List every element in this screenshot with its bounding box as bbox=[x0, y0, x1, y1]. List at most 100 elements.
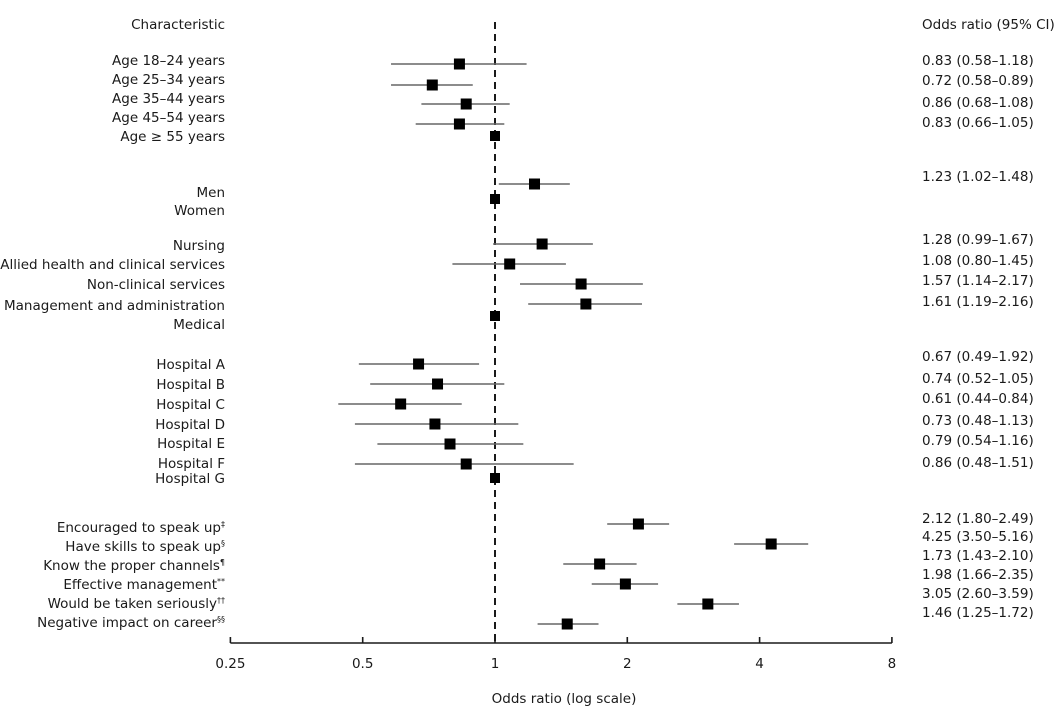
x-tick-label: 2 bbox=[623, 656, 632, 672]
row-label-text: Have skills to speak up bbox=[65, 539, 221, 555]
reference-marker bbox=[490, 131, 500, 141]
row-label-text: Hospital A bbox=[156, 357, 225, 373]
odds-ratio-marker bbox=[561, 618, 573, 630]
row-label: Encouraged to speak up‡ bbox=[57, 520, 225, 536]
odds-ratio-marker bbox=[460, 458, 472, 470]
odds-ratio-ci-label: 3.05 (2.60–3.59) bbox=[922, 586, 1034, 602]
row-label-text: Non-clinical services bbox=[87, 277, 225, 293]
row-label-text: Age 25–34 years bbox=[112, 72, 225, 88]
row-label: Women bbox=[174, 203, 225, 219]
footnote-marker: ‡ bbox=[221, 520, 225, 529]
forest-row: Negative impact on career§§ 1.46 (1.25–1.… bbox=[37, 605, 1034, 631]
group-age: Age 18–24 years 0.83 (0.58–1.18) Age 25–34… bbox=[112, 53, 1034, 145]
odds-ratio-ci-label: 1.08 (0.80–1.45) bbox=[922, 253, 1034, 269]
row-label-text: Hospital E bbox=[157, 436, 225, 452]
row-label-text: Hospital F bbox=[158, 456, 225, 472]
forest-row: Age 45–54 years 0.83 (0.66–1.05) bbox=[112, 110, 1034, 131]
footnote-marker: ** bbox=[217, 577, 225, 586]
reference-marker bbox=[490, 194, 500, 204]
odds-ratio-ci-label: 0.86 (0.68–1.08) bbox=[922, 95, 1034, 111]
group-attitudes: Encouraged to speak up‡ 2.12 (1.80–2.49) H… bbox=[37, 511, 1034, 631]
odds-ratio-ci-label: 0.73 (0.48–1.13) bbox=[922, 413, 1034, 429]
odds-ratio-ci-label: 0.83 (0.66–1.05) bbox=[922, 115, 1034, 131]
characteristic-header: Characteristic bbox=[131, 17, 225, 33]
x-tick-label: 4 bbox=[755, 656, 764, 672]
x-tick-label: 8 bbox=[888, 656, 897, 672]
forest-row: Hospital D 0.73 (0.48–1.13) bbox=[155, 413, 1034, 433]
row-label: Hospital C bbox=[156, 397, 225, 413]
row-label: Hospital D bbox=[155, 417, 225, 433]
x-tick-label: 0.5 bbox=[352, 656, 373, 672]
row-label: Have skills to speak up§ bbox=[65, 539, 225, 555]
row-label: Know the proper channels¶ bbox=[43, 558, 225, 574]
rows-group: Age 18–24 years 0.83 (0.58–1.18) Age 25–34… bbox=[0, 53, 1034, 631]
row-label-text: Age 35–44 years bbox=[112, 91, 225, 107]
odds-ratio-marker bbox=[575, 278, 587, 290]
odds-ratio-marker bbox=[453, 58, 465, 70]
footnote-marker: § bbox=[221, 539, 225, 548]
row-label-text: Nursing bbox=[173, 238, 225, 254]
row-label: Negative impact on career§§ bbox=[37, 615, 225, 631]
odds-ratio-ci-label: 0.79 (0.54–1.16) bbox=[922, 433, 1034, 449]
forest-row: Hospital A 0.67 (0.49–1.92) bbox=[156, 349, 1033, 373]
odds-ratio-marker bbox=[536, 238, 548, 250]
row-label: Allied health and clinical services bbox=[0, 257, 225, 273]
odds-ratio-ci-label: 0.83 (0.58–1.18) bbox=[922, 53, 1034, 69]
row-label: Medical bbox=[173, 317, 225, 333]
row-label: Nursing bbox=[173, 238, 225, 254]
odds-ratio-marker bbox=[426, 79, 438, 91]
forest-row: Encouraged to speak up‡ 2.12 (1.80–2.49) bbox=[57, 511, 1034, 536]
forest-row: Hospital E 0.79 (0.54–1.16) bbox=[157, 433, 1034, 452]
odds-ratio-ci-label: 0.86 (0.48–1.51) bbox=[922, 455, 1034, 471]
row-label: Age ≥ 55 years bbox=[120, 129, 225, 145]
row-label-text: Would be taken seriously bbox=[48, 596, 217, 612]
odds-ratio-ci-label: 0.67 (0.49–1.92) bbox=[922, 349, 1034, 365]
footnote-marker: §§ bbox=[217, 615, 225, 624]
forest-row: Would be taken seriously†† 3.05 (2.60–3.5… bbox=[48, 586, 1034, 612]
odds-ratio-ci-label: 0.72 (0.58–0.89) bbox=[922, 73, 1034, 89]
odds-ratio-ci-label: 1.28 (0.99–1.67) bbox=[922, 232, 1034, 248]
odds-ratio-marker bbox=[460, 98, 472, 110]
row-label-text: Women bbox=[174, 203, 225, 219]
x-tick-label: 0.25 bbox=[215, 656, 245, 672]
row-label-text: Hospital C bbox=[156, 397, 225, 413]
odds-ratio-marker bbox=[765, 538, 777, 550]
forest-row: Management and administration 1.61 (1.19–… bbox=[4, 294, 1034, 314]
forest-row: Effective management** 1.98 (1.66–2.35) bbox=[63, 567, 1033, 593]
reference-marker bbox=[490, 473, 500, 483]
forest-row: Age 18–24 years 0.83 (0.58–1.18) bbox=[112, 53, 1034, 70]
group-occupation: Nursing 1.28 (0.99–1.67) Allied health and… bbox=[0, 232, 1034, 333]
odds-ratio-marker bbox=[444, 438, 456, 450]
forest-row: Men 1.23 (1.02–1.48) bbox=[196, 169, 1033, 201]
forest-row: Medical bbox=[173, 311, 500, 333]
odds-ratio-marker bbox=[504, 258, 516, 270]
row-label: Men bbox=[196, 185, 225, 201]
row-label: Age 45–54 years bbox=[112, 110, 225, 126]
row-label-text: Encouraged to speak up bbox=[57, 520, 221, 536]
footnote-marker: †† bbox=[217, 596, 225, 605]
row-label-text: Know the proper channels bbox=[43, 558, 220, 574]
odds-ratio-ci-label: 1.46 (1.25–1.72) bbox=[922, 605, 1034, 621]
row-label: Age 35–44 years bbox=[112, 91, 225, 107]
x-tick-label: 1 bbox=[491, 656, 500, 672]
odds-ratio-ci-label: 1.23 (1.02–1.48) bbox=[922, 169, 1034, 185]
odds-ratio-marker bbox=[413, 358, 425, 370]
row-label-text: Age 45–54 years bbox=[112, 110, 225, 126]
odds-ratio-marker bbox=[619, 578, 631, 590]
row-label: Age 25–34 years bbox=[112, 72, 225, 88]
row-label: Effective management** bbox=[63, 577, 225, 593]
odds-ratio-marker bbox=[632, 518, 644, 530]
odds-ratio-marker bbox=[529, 178, 541, 190]
footnote-marker: ¶ bbox=[220, 558, 225, 567]
row-label-text: Hospital G bbox=[155, 471, 225, 487]
forest-row: Women bbox=[174, 194, 500, 219]
odds-ratio-header: Odds ratio (95% CI) bbox=[922, 17, 1055, 33]
odds-ratio-ci-label: 1.61 (1.19–2.16) bbox=[922, 294, 1034, 310]
odds-ratio-marker bbox=[395, 398, 407, 410]
odds-ratio-marker bbox=[580, 298, 592, 310]
odds-ratio-ci-label: 4.25 (3.50–5.16) bbox=[922, 529, 1034, 545]
forest-row: Age ≥ 55 years bbox=[120, 129, 500, 145]
row-label-text: Medical bbox=[173, 317, 225, 333]
odds-ratio-ci-label: 1.73 (1.43–2.10) bbox=[922, 548, 1034, 564]
